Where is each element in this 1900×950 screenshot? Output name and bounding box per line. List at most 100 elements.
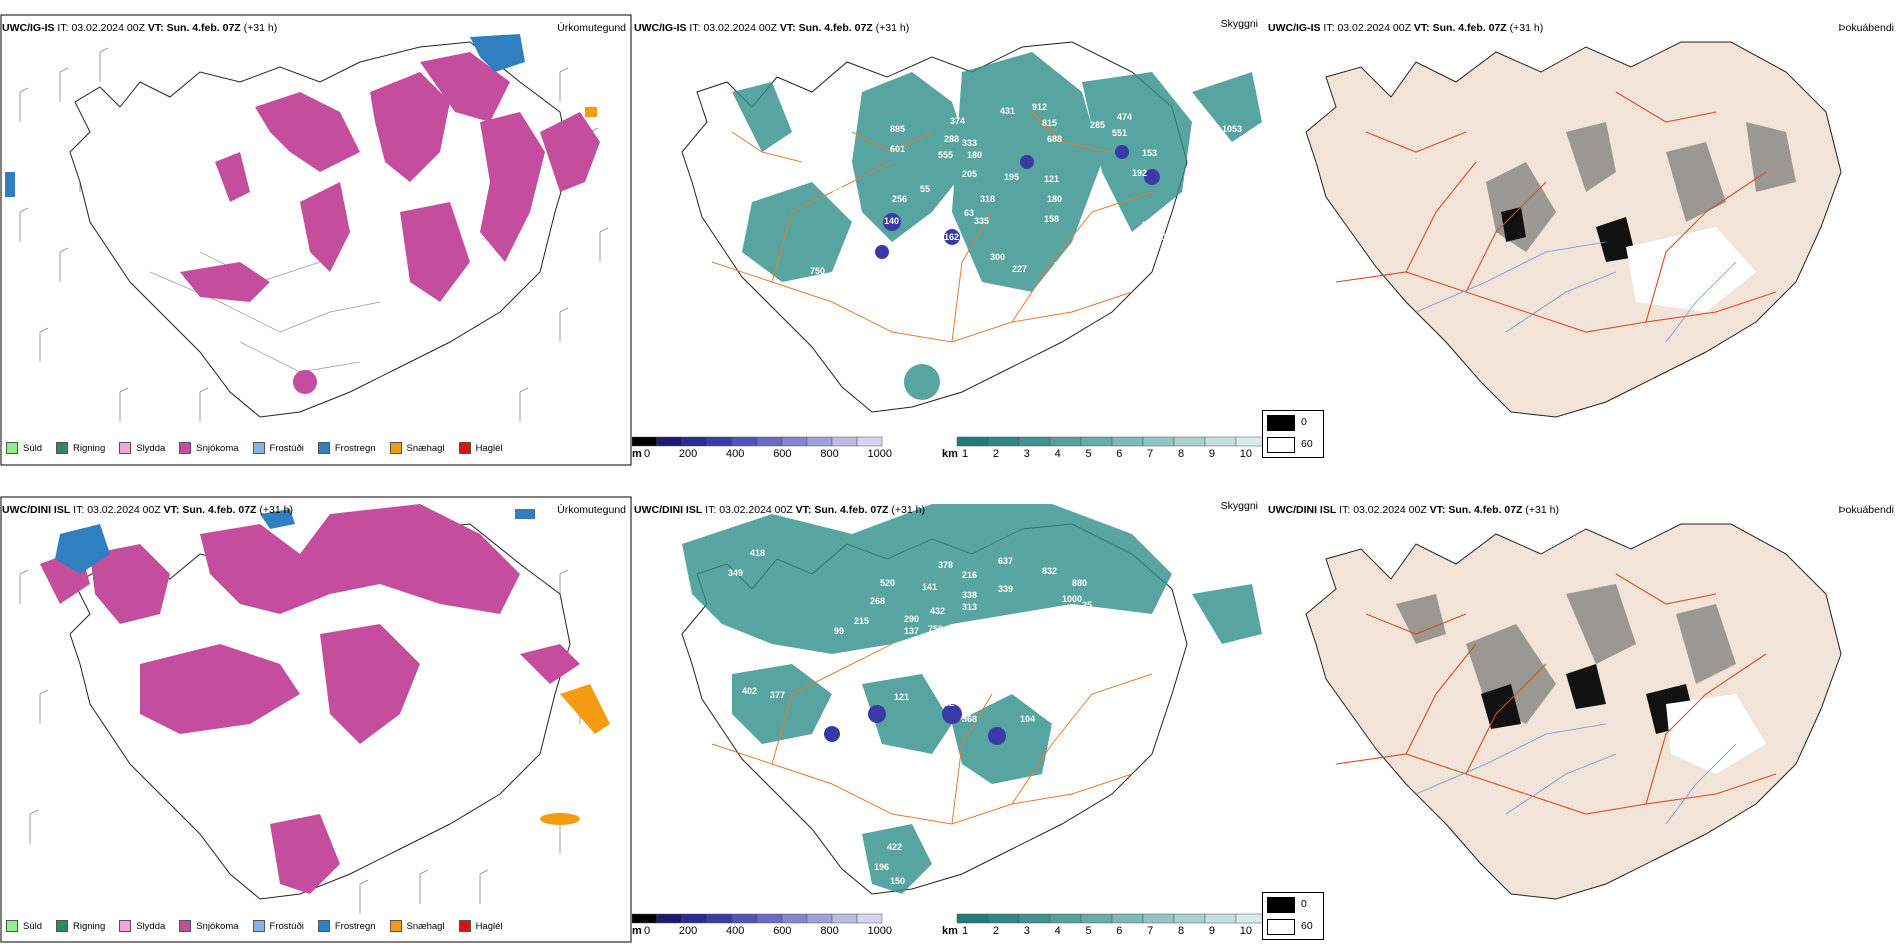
fog-swatch-60: [1267, 919, 1295, 935]
svg-text:267: 267: [872, 260, 887, 270]
vis-scale-m-unit: m: [632, 925, 642, 937]
svg-text:91: 91: [1098, 196, 1108, 206]
svg-text:103: 103: [894, 240, 909, 250]
svg-text:288: 288: [944, 134, 959, 144]
fog-label-0: 0: [1301, 898, 1307, 910]
panel-title: Úrkomutegund: [557, 22, 626, 34]
panel-title: Þokuábendi: [1838, 22, 1894, 34]
panel-header: UWC/DINI ISL IT: 03.02.2024 00Z VT: Sun.…: [2, 504, 293, 516]
legend-item: Súld: [6, 920, 42, 932]
svg-text:337: 337: [1012, 648, 1027, 658]
svg-text:912: 912: [1032, 102, 1047, 112]
precip-map-1: [0, 14, 632, 466]
svg-text:121: 121: [894, 692, 909, 702]
legend-item: Slydda: [119, 920, 165, 932]
panel-header: UWC/IG-IS IT: 03.02.2024 00Z VT: Sun. 4.…: [2, 22, 278, 34]
svg-text:268: 268: [870, 596, 885, 606]
fog-panel-2: UWC/DINI ISL IT: 03.02.2024 00Z VT: Sun.…: [1266, 494, 1900, 944]
svg-text:374: 374: [950, 116, 965, 126]
visibility-map-2: 418 349 520 378 216 637 832 880 268 141 …: [632, 504, 1266, 924]
vis-scale-km: [956, 913, 1266, 924]
fog-legend-2: 0 60: [1262, 892, 1324, 940]
svg-text:245: 245: [712, 652, 727, 662]
vis-scale-m-ticks: 0 200 400 600 800 1000: [644, 925, 892, 937]
svg-text:153: 153: [1142, 148, 1157, 158]
svg-text:1053: 1053: [1222, 124, 1242, 134]
svg-text:601: 601: [890, 144, 905, 154]
svg-text:108: 108: [1054, 260, 1069, 270]
svg-text:192: 192: [1132, 168, 1147, 178]
fog-swatch-0: [1267, 897, 1295, 913]
vis-scale-km-ticks: 1 2 3 4 5 6 7 8 9 10: [962, 448, 1252, 460]
svg-text:195: 195: [1004, 172, 1019, 182]
svg-text:474: 474: [1117, 112, 1132, 122]
panel-header: UWC/DINI ISL IT: 03.02.2024 00Z VT: Sun.…: [1268, 504, 1559, 516]
svg-text:25: 25: [1082, 600, 1092, 610]
svg-text:158: 158: [1044, 214, 1059, 224]
precip-legend: Súld Rigning Slydda Snjókoma Frostúði Fr…: [6, 918, 517, 934]
svg-text:688: 688: [1047, 134, 1062, 144]
vis-labels-2: 418 349 520 378 216 637 832 880 268 141 …: [712, 548, 1092, 886]
svg-text:252: 252: [1024, 682, 1039, 692]
svg-text:832: 832: [1042, 566, 1057, 576]
panel-title: Úrkomutegund: [557, 504, 626, 516]
precip-type-panel-1: UWC/IG-IS IT: 03.02.2024 00Z VT: Sun. 4.…: [0, 12, 632, 467]
svg-text:150: 150: [890, 876, 905, 886]
svg-text:313: 313: [962, 602, 977, 612]
svg-text:137: 137: [904, 626, 919, 636]
svg-text:880: 880: [1072, 578, 1087, 588]
vis-scale-m-ticks: 0 200 400 600 800 1000: [644, 448, 892, 460]
fog-swatch-60: [1267, 437, 1295, 453]
svg-text:216: 216: [962, 570, 977, 580]
vis-scale-km-unit: km: [942, 448, 958, 460]
svg-text:180: 180: [1047, 194, 1062, 204]
legend-item: Rigning: [56, 920, 105, 932]
svg-text:418: 418: [750, 548, 765, 558]
svg-text:63: 63: [964, 208, 974, 218]
precip-legend: Súld Rigning Slydda Snjókoma Frostúði Fr…: [6, 440, 517, 456]
legend-item: Snjókoma: [179, 442, 239, 454]
legend-item: Haglél: [458, 442, 503, 454]
svg-text:424: 424: [1142, 250, 1157, 260]
svg-text:500: 500: [1156, 232, 1171, 242]
svg-text:205: 205: [962, 169, 977, 179]
legend-item: Frostregn: [317, 442, 376, 454]
svg-text:555: 555: [938, 150, 953, 160]
svg-text:339: 339: [998, 584, 1013, 594]
svg-text:140: 140: [884, 216, 899, 226]
svg-text:750: 750: [928, 624, 943, 634]
fog-map-2: [1305, 523, 1842, 900]
svg-text:815: 815: [1042, 118, 1057, 128]
svg-text:905: 905: [1142, 220, 1157, 230]
svg-text:165: 165: [1114, 262, 1129, 272]
svg-text:290: 290: [904, 614, 919, 624]
svg-text:431: 431: [1000, 106, 1015, 116]
panel-title: Þokuábendi: [1838, 504, 1894, 516]
fog-map-1: [1305, 41, 1842, 418]
vis-labels-1: 885 374 431 912 815 285 474 551 601 288 …: [810, 102, 1242, 276]
svg-text:692: 692: [817, 168, 832, 178]
svg-text:333: 333: [962, 138, 977, 148]
svg-text:338: 338: [962, 590, 977, 600]
svg-text:33: 33: [1094, 214, 1104, 224]
svg-text:141: 141: [922, 582, 937, 592]
svg-text:318: 318: [980, 194, 995, 204]
legend-item: Haglél: [458, 920, 503, 932]
visibility-panel-2: 418 349 520 378 216 637 832 880 268 141 …: [632, 494, 1266, 944]
svg-text:377: 377: [770, 690, 785, 700]
svg-text:55: 55: [920, 184, 930, 194]
svg-text:256: 256: [892, 194, 907, 204]
svg-text:349: 349: [728, 568, 743, 578]
legend-item: Frostúði: [252, 442, 304, 454]
svg-text:750: 750: [810, 266, 825, 276]
fog-label-0: 0: [1301, 416, 1307, 428]
vis-scale-km-ticks: 1 2 3 4 5 6 7 8 9 10: [962, 925, 1252, 937]
fog-legend-1: 0 60: [1262, 410, 1324, 458]
svg-text:215: 215: [854, 616, 869, 626]
legend-item: Frostregn: [317, 920, 376, 932]
svg-text:551: 551: [1112, 128, 1127, 138]
fog-panel-1: UWC/IG-IS IT: 03.02.2024 00Z VT: Sun. 4.…: [1266, 12, 1900, 467]
fog-swatch-0: [1267, 415, 1295, 431]
vis-scale-m: [632, 913, 883, 924]
svg-text:300: 300: [990, 252, 1005, 262]
